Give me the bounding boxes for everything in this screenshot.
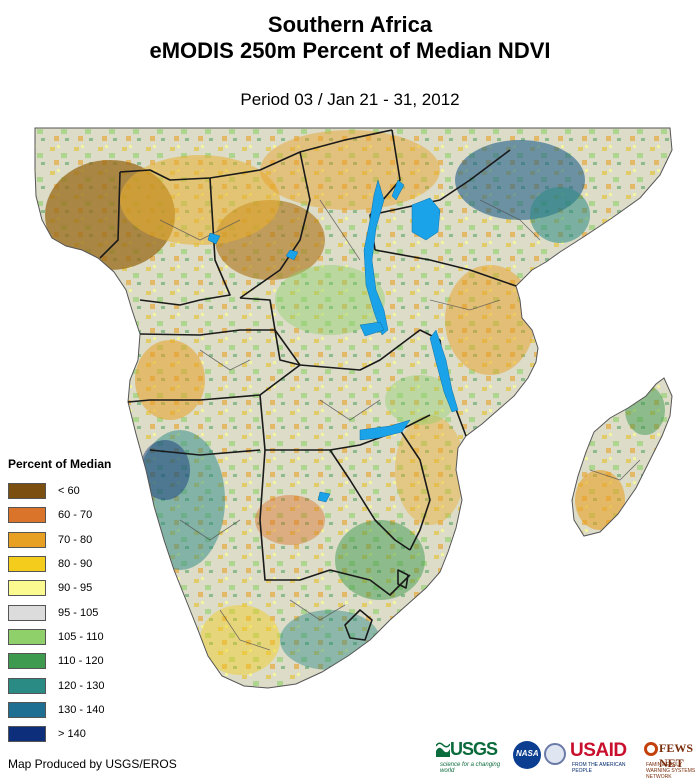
- noaa-seal-logo: [544, 738, 568, 774]
- legend-label: 70 - 80: [58, 533, 93, 546]
- legend-swatch: [8, 653, 46, 670]
- legend-item: 110 - 120: [8, 649, 158, 673]
- fewsnet-logo: FEWS NET FAMINE EARLY WARNING SYSTEMS NE…: [644, 738, 696, 780]
- legend-item: > 140: [8, 722, 158, 746]
- nasa-logo-text: NASA: [516, 749, 539, 758]
- usgs-tagline: science for a changing world: [440, 762, 501, 774]
- legend-label: > 140: [58, 728, 86, 741]
- legend-item: 90 - 95: [8, 576, 158, 600]
- ndvi-map: [34, 127, 673, 689]
- nasa-logo: NASA: [512, 738, 542, 774]
- legend-label: < 60: [58, 485, 80, 498]
- legend-swatch: [8, 604, 46, 621]
- map-credit: Map Produced by USGS/EROS: [8, 757, 177, 771]
- usgs-logo: USGS science for a changing world: [436, 738, 510, 774]
- usaid-logo-text: USAID: [570, 740, 627, 761]
- partner-logos: USGS science for a changing world NASA U…: [436, 738, 696, 780]
- legend-label: 60 - 70: [58, 509, 93, 522]
- legend-label: 105 - 110: [58, 630, 104, 643]
- legend-item: 105 - 110: [8, 625, 158, 649]
- legend-item: 130 - 140: [8, 698, 158, 722]
- nasa-meatball-icon: [513, 741, 541, 769]
- legend-swatch: [8, 556, 46, 573]
- legend-item: 95 - 105: [8, 600, 158, 624]
- legend-swatch: [8, 580, 46, 597]
- legend-label: 80 - 90: [58, 558, 93, 571]
- usgs-wave-icon: [436, 742, 450, 757]
- map-subtitle: Period 03 / Jan 21 - 31, 2012: [240, 90, 460, 109]
- legend-label: 120 - 130: [58, 679, 105, 692]
- fewsnet-logo-text: FEWS NET: [659, 741, 694, 770]
- fewsnet-gear-icon: [644, 742, 658, 756]
- legend-label: 130 - 140: [58, 703, 105, 716]
- legend: Percent of Median < 60 60 - 70 70 - 80 8…: [8, 457, 158, 746]
- legend-item: 60 - 70: [8, 503, 158, 527]
- legend-item: 120 - 130: [8, 673, 158, 697]
- legend-swatch: [8, 677, 46, 694]
- legend-swatch: [8, 507, 46, 524]
- legend-swatch: [8, 726, 46, 743]
- usaid-tagline: FROM THE AMERICAN PEOPLE: [572, 762, 626, 774]
- usaid-logo: USAID FROM THE AMERICAN PEOPLE: [570, 738, 644, 774]
- fewsnet-tagline: FAMINE EARLY WARNING SYSTEMS NETWORK: [646, 762, 696, 780]
- seal-icon: [544, 743, 566, 765]
- legend-item: < 60: [8, 479, 158, 503]
- legend-item: 80 - 90: [8, 552, 158, 576]
- map-title-line1: Southern Africa: [267, 12, 433, 37]
- map-title-line2: eMODIS 250m Percent of Median NDVI: [149, 38, 551, 63]
- legend-title: Percent of Median: [8, 457, 112, 471]
- legend-label: 110 - 120: [58, 655, 104, 668]
- legend-swatch: [8, 483, 46, 500]
- legend-swatch: [8, 701, 46, 718]
- usgs-logo-text: USGS: [450, 739, 498, 759]
- legend-label: 95 - 105: [58, 606, 99, 619]
- legend-item: 70 - 80: [8, 528, 158, 552]
- legend-label: 90 - 95: [58, 582, 93, 595]
- legend-swatch: [8, 531, 46, 548]
- legend-swatch: [8, 628, 46, 645]
